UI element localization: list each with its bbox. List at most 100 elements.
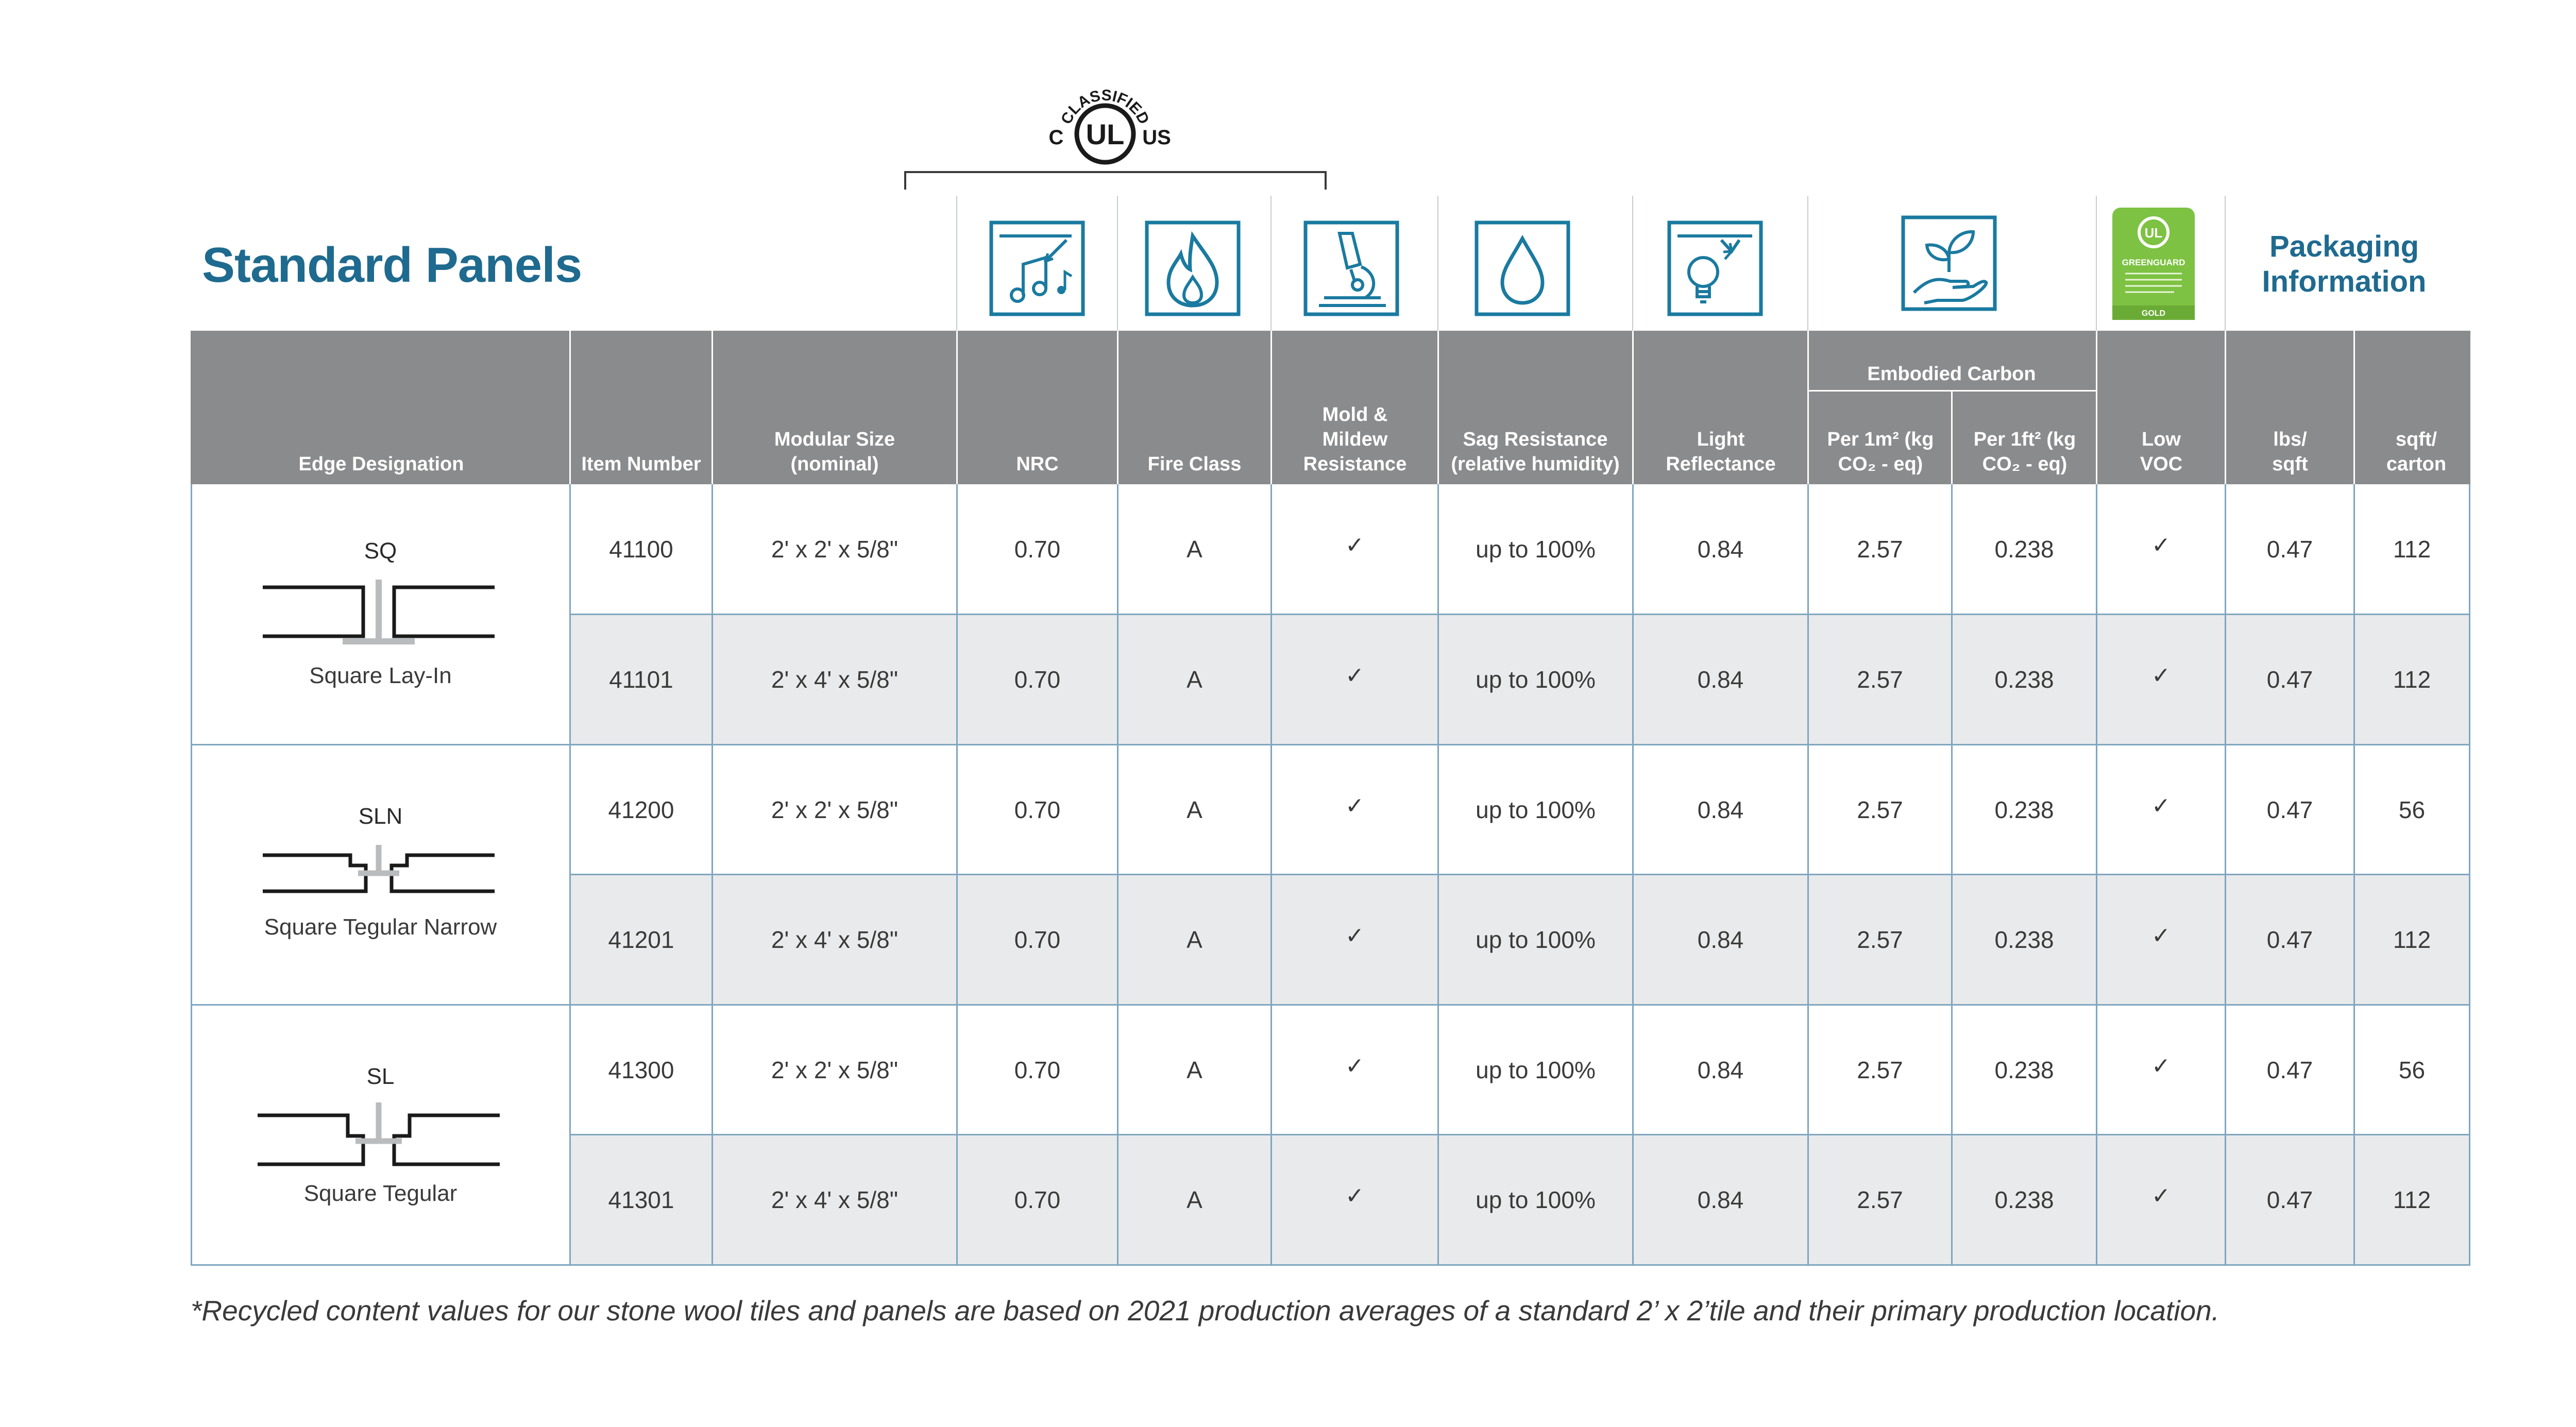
cell-low-voc-check: ✓: [2151, 1182, 2171, 1209]
grid-line: [191, 484, 192, 1266]
cell-carbon-per-ft2: 0.238: [1994, 536, 2054, 563]
ul-center-text: UL: [1086, 118, 1125, 150]
cell-modular-size: 2' x 2' x 5/8": [771, 536, 899, 563]
header-embodied-carbon: Embodied Carbon: [1867, 363, 2036, 385]
packaging-information-title: Packaging Information: [2262, 230, 2427, 298]
cell-mold-check: ✓: [1345, 532, 1364, 558]
cell-fire-class: A: [1187, 1186, 1202, 1213]
cell-item-number: 41100: [609, 536, 673, 563]
cell-item-number: 41301: [608, 1186, 674, 1213]
cell-sqft-carton: 112: [2393, 536, 2431, 563]
header-divider: [956, 331, 958, 484]
square-tegular-narrow-profile-icon: [263, 845, 495, 893]
icon-separator: [2225, 196, 2226, 331]
header-light-reflectance: Light Reflectance: [1666, 429, 1776, 475]
cell-sqft-carton: 112: [2393, 666, 2431, 693]
header-divider: [1951, 390, 1953, 484]
header-sqft-carton: sqft/ carton: [2386, 429, 2447, 475]
row-bg-alt: [569, 615, 2470, 744]
cell-fire-class: A: [1187, 796, 1202, 823]
light-bulb-icon: [1667, 220, 1763, 316]
cell-modular-size: 2' x 2' x 5/8": [771, 796, 899, 823]
cell-nrc: 0.70: [1014, 666, 1061, 693]
icon-separator: [1117, 196, 1118, 331]
edge-name-square-tegular-narrow: Square Tegular Narrow: [264, 914, 497, 940]
cell-light-reflectance: 0.84: [1697, 666, 1744, 693]
square-lay-in-profile-icon: [263, 580, 495, 644]
cell-sqft-carton: 56: [2398, 796, 2426, 823]
cell-carbon-per-ft2: 0.238: [1994, 796, 2054, 823]
row-bg-alt: [569, 1135, 2470, 1265]
cell-fire-class: A: [1187, 666, 1202, 693]
header-mold-mildew: Mold & Mildew Resistance: [1303, 404, 1407, 475]
grid-line: [191, 1264, 2470, 1266]
header-divider: [2225, 331, 2226, 484]
grid-line: [569, 874, 2470, 875]
grid-line: [191, 1004, 2470, 1006]
cell-sqft-carton: 112: [2393, 926, 2431, 953]
grid-line: [569, 614, 2470, 615]
cell-lbs-sqft: 0.47: [2266, 1186, 2313, 1213]
icon-separator: [1807, 196, 1808, 331]
header-divider: [1270, 331, 1272, 484]
cell-item-number: 41101: [609, 666, 673, 693]
cell-sqft-carton: 56: [2398, 1057, 2426, 1083]
header-edge-designation: Edge Designation: [298, 453, 464, 475]
row-bg-alt: [569, 875, 2470, 1005]
cell-low-voc-check: ✓: [2151, 662, 2171, 689]
header-modular-size: Modular Size (nominal): [774, 429, 895, 475]
icon-separator: [2096, 196, 2097, 331]
cell-sag-resistance: up to 100%: [1476, 536, 1596, 563]
flame-icon: [1145, 220, 1241, 316]
header-lbs-sqft: lbs/ sqft: [2272, 429, 2308, 475]
header-divider: [711, 331, 713, 484]
edge-code-sln: SLN: [358, 804, 403, 829]
edge-code-sq: SQ: [364, 538, 397, 564]
cell-carbon-per-m2: 2.57: [1857, 536, 1903, 563]
cell-fire-class: A: [1187, 536, 1202, 563]
cell-sqft-carton: 112: [2393, 1186, 2431, 1213]
cell-low-voc-check: ✓: [2151, 1052, 2171, 1079]
ul-left-text: C: [1049, 126, 1064, 149]
cell-lbs-sqft: 0.47: [2266, 926, 2313, 953]
header-low-voc: Low VOC: [2140, 429, 2183, 475]
cell-carbon-per-m2: 2.57: [1857, 666, 1903, 693]
cell-nrc: 0.70: [1014, 1186, 1061, 1213]
cell-item-number: 41201: [608, 926, 674, 953]
header-fire-class: Fire Class: [1147, 453, 1242, 475]
header-divider: [2353, 331, 2355, 484]
ul-bracket: [904, 171, 1327, 190]
cell-lbs-sqft: 0.47: [2266, 1057, 2313, 1083]
cell-sag-resistance: up to 100%: [1476, 796, 1596, 823]
header-divider: [1437, 331, 1439, 484]
cell-sag-resistance: up to 100%: [1476, 1186, 1596, 1213]
header-item-number: Item Number: [581, 453, 701, 475]
ul-classified-mark-icon: CLASSIFIED UL C US: [1020, 67, 1190, 175]
greenguard-text: GREENGUARD: [2122, 258, 2185, 267]
header-divider: [2096, 331, 2097, 484]
cell-nrc: 0.70: [1014, 926, 1061, 953]
edge-code-sl: SL: [366, 1064, 395, 1089]
water-drop-icon: [1475, 220, 1570, 316]
cell-carbon-per-ft2: 0.238: [1994, 926, 2054, 953]
cell-nrc: 0.70: [1014, 796, 1061, 823]
cell-carbon-per-ft2: 0.238: [1994, 1057, 2054, 1083]
cell-modular-size: 2' x 4' x 5/8": [771, 926, 899, 953]
cell-low-voc-check: ✓: [2151, 792, 2171, 819]
embodied-carbon-underline: [1807, 390, 2096, 392]
grid-line: [191, 744, 2470, 745]
header-nrc: NRC: [1016, 453, 1059, 475]
header-per-m2: Per 1m² (kg CO₂ - eq): [1827, 429, 1934, 475]
cell-mold-check: ✓: [1345, 662, 1364, 689]
cell-light-reflectance: 0.84: [1697, 796, 1744, 823]
header-sag-resistance: Sag Resistance (relative humidity): [1451, 429, 1620, 475]
cell-carbon-per-ft2: 0.238: [1994, 666, 2054, 693]
cell-light-reflectance: 0.84: [1697, 536, 1744, 563]
ul-right-text: US: [1142, 126, 1171, 149]
header-divider: [1807, 331, 1809, 484]
cell-lbs-sqft: 0.47: [2266, 536, 2313, 563]
square-tegular-profile-icon: [258, 1102, 500, 1166]
cell-mold-check: ✓: [1345, 1052, 1364, 1079]
svg-text:UL: UL: [2145, 225, 2163, 241]
cell-nrc: 0.70: [1014, 536, 1061, 563]
